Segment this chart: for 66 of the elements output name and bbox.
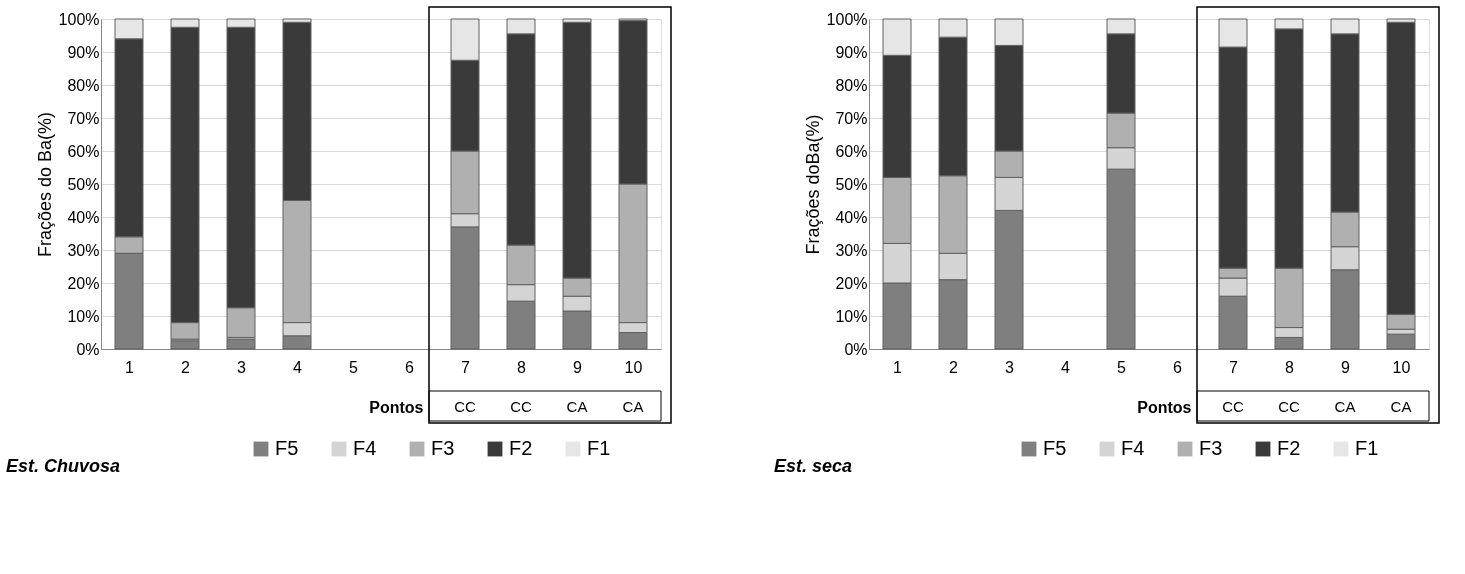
y-tick-label: 100% [826, 10, 868, 28]
y-tick-label: 0% [76, 340, 100, 358]
y-tick-label: 10% [67, 307, 100, 325]
x-tick-label: 3 [237, 358, 247, 376]
x-tick-label: 7 [461, 358, 471, 376]
text: CA [622, 398, 644, 415]
y-tick-label: 50% [67, 175, 100, 193]
y-tick-label: 20% [835, 274, 868, 292]
legend-label: F2 [1277, 437, 1301, 459]
legend-label: F3 [431, 437, 455, 459]
text: CA [1334, 398, 1356, 415]
x-tick-label: 4 [1061, 358, 1071, 376]
x-tick-label: 10 [1392, 358, 1411, 376]
x-axis-title: Pontos [1137, 398, 1192, 416]
y-tick-label: 60% [67, 142, 100, 160]
text: Est. seca [774, 456, 853, 476]
x-tick-label: 7 [1229, 358, 1239, 376]
legend-label: F5 [1043, 437, 1067, 459]
text: CC [454, 398, 476, 415]
y-tick-label: 90% [67, 43, 100, 61]
text: CA [566, 398, 588, 415]
legend-label: F1 [1355, 437, 1379, 459]
legend-label: F4 [1121, 437, 1145, 459]
x-tick-label: 8 [517, 358, 527, 376]
legend-label: F3 [1199, 437, 1223, 459]
x-tick-label: 6 [1173, 358, 1183, 376]
x-tick-label: 1 [125, 358, 135, 376]
y-tick-label: 100% [58, 10, 100, 28]
x-axis-title: Pontos [369, 398, 424, 416]
y-tick-label: 30% [835, 241, 868, 259]
x-tick-label: 10 [624, 358, 643, 376]
y-tick-label: 90% [835, 43, 868, 61]
y-tick-label: 10% [835, 307, 868, 325]
x-tick-label: 2 [181, 358, 191, 376]
text: Est. Chuvosa [6, 456, 121, 476]
text: CA [1390, 398, 1412, 415]
x-tick-label: 9 [1341, 358, 1351, 376]
y-axis-title: Frações doBa(%) [802, 114, 823, 255]
y-tick-label: 80% [67, 76, 100, 94]
legend-label: F4 [353, 437, 377, 459]
x-tick-label: 2 [949, 358, 959, 376]
y-tick-label: 20% [67, 274, 100, 292]
y-tick-label: 0% [844, 340, 868, 358]
x-tick-label: 3 [1005, 358, 1015, 376]
x-tick-label: 8 [1285, 358, 1295, 376]
legend-label: F1 [587, 437, 611, 459]
legend-label: F2 [509, 437, 533, 459]
y-tick-label: 40% [67, 208, 100, 226]
y-tick-label: 50% [835, 175, 868, 193]
y-tick-label: 70% [835, 109, 868, 127]
text: CC [510, 398, 532, 415]
y-tick-label: 80% [835, 76, 868, 94]
x-tick-label: 5 [1117, 358, 1127, 376]
y-tick-label: 30% [67, 241, 100, 259]
x-tick-label: 6 [405, 358, 415, 376]
legend-label: F5 [275, 437, 299, 459]
y-tick-label: 40% [835, 208, 868, 226]
x-tick-label: 1 [893, 358, 903, 376]
x-tick-label: 4 [293, 358, 303, 376]
x-tick-label: 5 [349, 358, 359, 376]
text: CC [1278, 398, 1300, 415]
y-tick-label: 70% [67, 109, 100, 127]
y-axis-title: Frações do Ba(%) [34, 111, 55, 258]
x-tick-label: 9 [573, 358, 583, 376]
text: CC [1222, 398, 1244, 415]
y-tick-label: 60% [835, 142, 868, 160]
